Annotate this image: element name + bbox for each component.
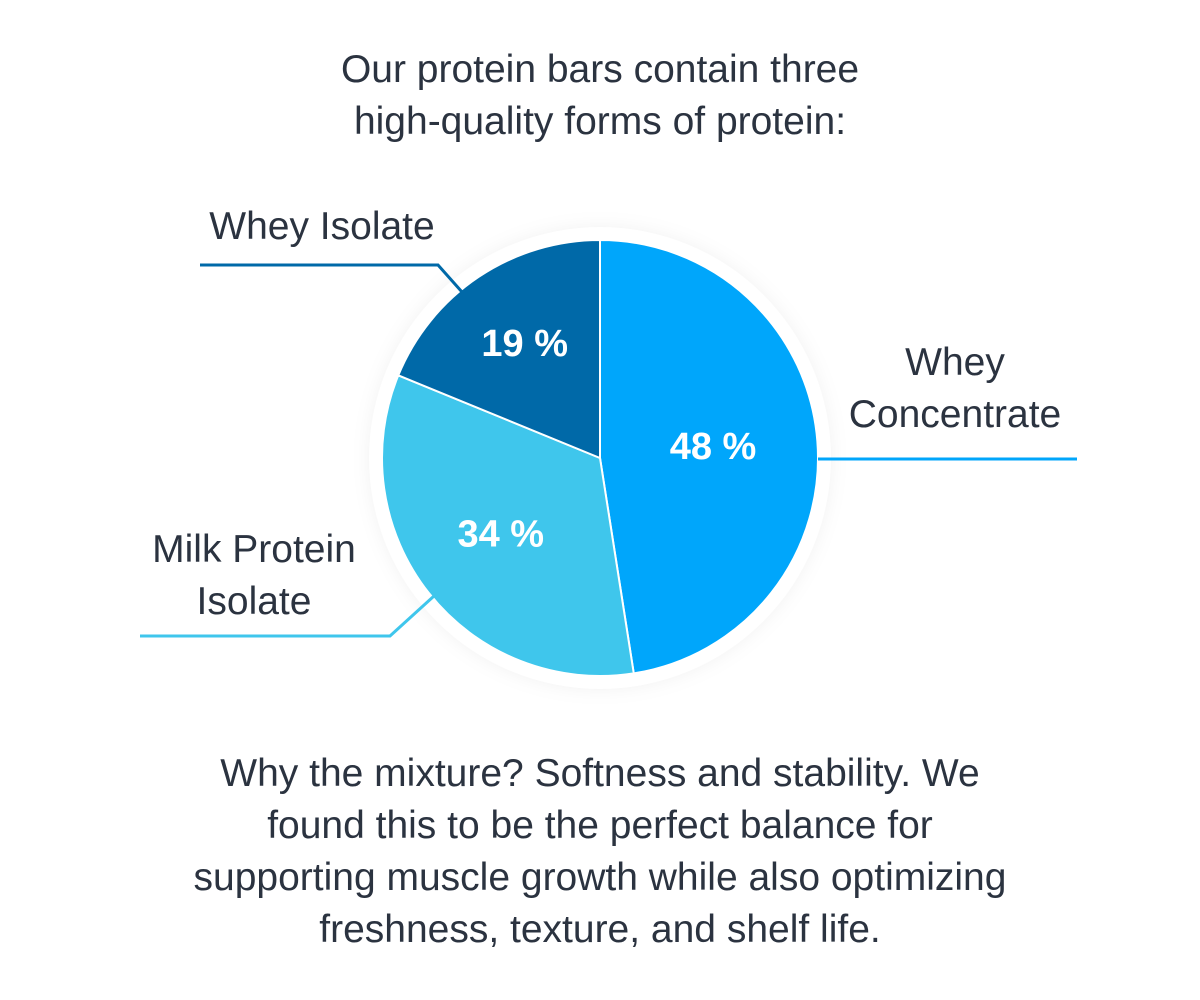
pie-value-label-whey-isolate: 19 % bbox=[481, 323, 568, 365]
callout-line-whey-isolate bbox=[200, 263, 464, 293]
callout-label-line: Isolate bbox=[197, 580, 312, 623]
callout-label-whey-isolate: Whey Isolate bbox=[209, 205, 434, 248]
callout-label-milk-protein-isolate: Milk Protein Isolate bbox=[152, 528, 356, 623]
caption-line-3: supporting muscle growth while also opti… bbox=[193, 856, 1007, 899]
caption-line-1: Why the mixture? Softness and stability.… bbox=[220, 752, 980, 795]
callout-line-milk-protein-isolate bbox=[140, 594, 436, 638]
callout-label-line: Whey bbox=[905, 341, 1005, 384]
chart-title-line-2: high-quality forms of protein: bbox=[353, 100, 847, 143]
callout-label-whey-concentrate: Whey Concentrate bbox=[849, 341, 1061, 436]
caption-line-2: found this to be the perfect balance for bbox=[267, 804, 933, 847]
callout-label-line: Concentrate bbox=[849, 393, 1061, 436]
pie-slice-whey-isolate bbox=[396, 238, 601, 460]
callout-label-line: Milk Protein bbox=[152, 528, 356, 571]
pie-slice-milk-protein-isolate bbox=[380, 374, 635, 677]
caption-line-4: freshness, texture, and shelf life. bbox=[319, 908, 881, 951]
pie-value-label-whey-concentrate: 48 % bbox=[670, 426, 757, 468]
pie-callouts: Whey Concentrate Milk Protein Isolate Whey I… bbox=[140, 205, 1077, 638]
pie-slices: 48 % 34 % 19 % bbox=[380, 238, 820, 677]
caption-paragraph: Why the mixture? Softness and stability.… bbox=[0, 748, 1200, 956]
pie-slice-whey-concentrate bbox=[599, 238, 820, 675]
pie-value-label-milk-protein-isolate: 34 % bbox=[457, 513, 544, 555]
chart-title-line-1: Our protein bars contain three bbox=[340, 48, 860, 91]
callout-label-line: Whey Isolate bbox=[209, 205, 434, 248]
chart-title: Our protein bars contain three high-qual… bbox=[0, 44, 1200, 148]
